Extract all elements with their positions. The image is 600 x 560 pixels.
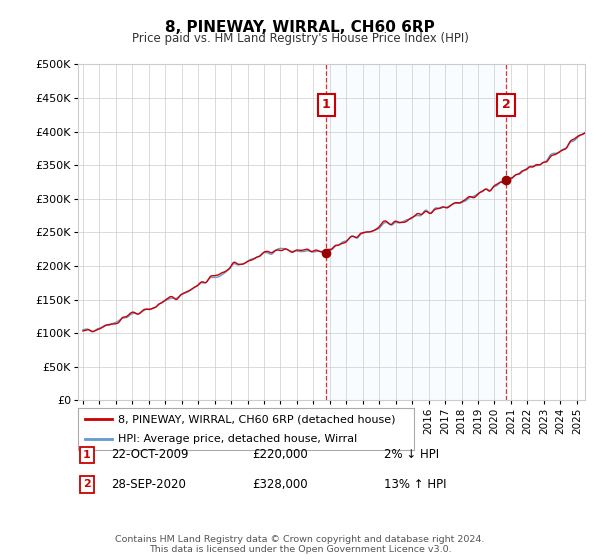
Text: £328,000: £328,000 xyxy=(252,478,308,491)
Text: 8, PINEWAY, WIRRAL, CH60 6RP: 8, PINEWAY, WIRRAL, CH60 6RP xyxy=(165,20,435,35)
Text: 2: 2 xyxy=(502,98,511,111)
Text: 8, PINEWAY, WIRRAL, CH60 6RP (detached house): 8, PINEWAY, WIRRAL, CH60 6RP (detached h… xyxy=(118,414,396,424)
Text: 22-OCT-2009: 22-OCT-2009 xyxy=(111,448,188,461)
Text: 13% ↑ HPI: 13% ↑ HPI xyxy=(384,478,446,491)
Bar xyxy=(326,64,506,400)
Text: 2: 2 xyxy=(83,479,91,489)
Text: Contains HM Land Registry data © Crown copyright and database right 2024.
This d: Contains HM Land Registry data © Crown c… xyxy=(115,535,485,554)
Text: 1: 1 xyxy=(322,98,331,111)
Text: Price paid vs. HM Land Registry's House Price Index (HPI): Price paid vs. HM Land Registry's House … xyxy=(131,32,469,45)
Text: HPI: Average price, detached house, Wirral: HPI: Average price, detached house, Wirr… xyxy=(118,434,358,444)
Text: 28-SEP-2020: 28-SEP-2020 xyxy=(111,478,186,491)
Text: 1: 1 xyxy=(83,450,91,460)
Text: 2% ↓ HPI: 2% ↓ HPI xyxy=(384,448,439,461)
Text: £220,000: £220,000 xyxy=(252,448,308,461)
